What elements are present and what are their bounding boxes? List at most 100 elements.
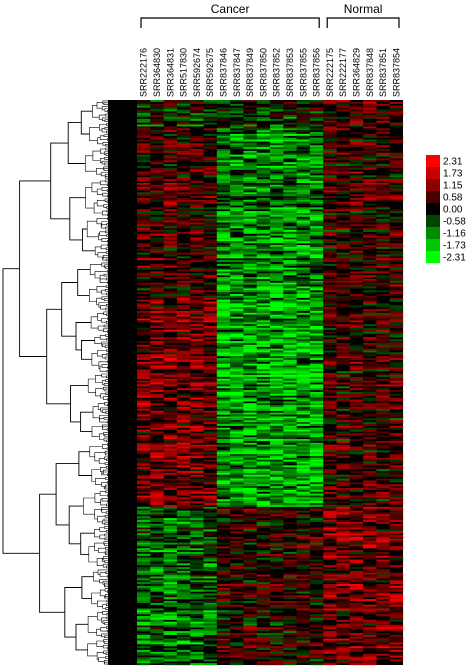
heatmap-cell bbox=[336, 646, 350, 649]
heatmap-cell bbox=[256, 448, 271, 451]
heatmap-cell bbox=[309, 186, 324, 189]
heatmap-cell bbox=[137, 553, 151, 556]
heatmap-cell bbox=[230, 177, 244, 180]
heatmap-cell bbox=[203, 525, 217, 528]
heatmap-cell bbox=[137, 286, 151, 289]
heatmap-cell bbox=[216, 324, 231, 327]
heatmap-cell bbox=[203, 602, 217, 605]
heatmap-cell bbox=[296, 139, 311, 142]
heatmap-cell bbox=[270, 627, 284, 630]
heatmap-cell bbox=[150, 376, 164, 379]
heatmap-cell bbox=[256, 627, 271, 630]
heatmap-cell bbox=[283, 423, 297, 426]
heatmap-cell bbox=[256, 322, 271, 325]
heatmap-cell bbox=[309, 337, 324, 340]
heatmap-cell bbox=[376, 316, 390, 319]
heatmap-cell bbox=[363, 354, 377, 357]
heatmap-cell bbox=[230, 226, 244, 229]
heatmap-cell bbox=[216, 410, 231, 413]
heatmap-cell bbox=[389, 516, 404, 519]
heatmap-cell bbox=[376, 318, 390, 321]
heatmap-cell bbox=[349, 512, 364, 515]
heatmap-cell bbox=[163, 576, 178, 579]
heatmap-cell bbox=[296, 553, 311, 556]
heatmap-cell bbox=[283, 365, 297, 368]
heatmap-cell bbox=[163, 631, 178, 634]
heatmap-cell bbox=[349, 246, 364, 249]
heatmap-cell bbox=[283, 371, 297, 374]
heatmap-cell bbox=[216, 135, 231, 138]
heatmap-cell bbox=[256, 173, 271, 176]
heatmap-cell bbox=[256, 369, 271, 372]
heatmap-cell bbox=[150, 207, 164, 210]
heatmap-cell bbox=[203, 576, 217, 579]
heatmap-cell bbox=[176, 455, 191, 458]
heatmap-cell bbox=[137, 457, 151, 460]
heatmap-cell bbox=[203, 128, 217, 131]
heatmap-cell bbox=[296, 406, 311, 410]
heatmap-cell bbox=[230, 433, 244, 436]
heatmap-cell bbox=[203, 440, 217, 443]
heatmap-cell bbox=[230, 486, 244, 489]
heatmap-cell bbox=[230, 408, 244, 411]
heatmap-cell bbox=[137, 292, 151, 295]
heatmap-cell bbox=[256, 111, 271, 114]
heatmap-cell bbox=[283, 299, 297, 302]
heatmap-cell bbox=[163, 612, 178, 615]
heatmap-cell bbox=[150, 544, 164, 547]
heatmap-cell bbox=[349, 487, 364, 490]
heatmap-cell bbox=[296, 399, 311, 402]
heatmap-cell bbox=[150, 329, 164, 332]
heatmap-cell bbox=[270, 130, 284, 133]
heatmap-cell bbox=[296, 128, 311, 131]
heatmap-cell bbox=[363, 312, 377, 315]
heatmap-cell bbox=[243, 179, 257, 182]
heatmap-cell bbox=[203, 627, 217, 630]
heatmap-cell bbox=[256, 335, 271, 338]
heatmap-cell bbox=[283, 636, 297, 639]
heatmap-cell bbox=[349, 427, 364, 430]
heatmap-cell bbox=[296, 659, 311, 662]
heatmap-cell bbox=[163, 358, 178, 361]
heatmap-cell bbox=[137, 382, 151, 385]
heatmap-cell bbox=[203, 207, 217, 210]
heatmap-cell bbox=[150, 109, 164, 112]
heatmap-cell bbox=[137, 229, 151, 232]
heatmap-cell bbox=[270, 243, 284, 246]
heatmap-cell bbox=[389, 512, 404, 515]
heatmap-cell bbox=[243, 439, 257, 442]
heatmap-cell bbox=[243, 126, 257, 129]
heatmap-cell bbox=[150, 358, 164, 361]
heatmap-cell bbox=[216, 412, 231, 415]
heatmap-cell bbox=[296, 369, 311, 372]
heatmap-cell bbox=[190, 365, 204, 368]
heatmap-cell bbox=[230, 167, 244, 170]
heatmap-cell bbox=[256, 433, 271, 436]
heatmap-cell bbox=[376, 243, 390, 246]
heatmap-cell bbox=[137, 120, 151, 123]
heatmap-cell bbox=[190, 420, 204, 423]
heatmap-cell bbox=[336, 109, 350, 112]
heatmap-cell bbox=[203, 459, 217, 462]
heatmap-cell bbox=[389, 164, 404, 167]
heatmap-cell bbox=[323, 152, 337, 155]
heatmap-cell bbox=[349, 663, 364, 666]
heatmap-cell bbox=[296, 188, 311, 191]
heatmap-cell bbox=[190, 312, 204, 315]
heatmap-cell bbox=[376, 599, 390, 602]
heatmap-cell bbox=[190, 651, 204, 654]
heatmap-cell bbox=[163, 365, 178, 368]
heatmap-cell bbox=[190, 207, 204, 210]
heatmap-cell bbox=[323, 241, 337, 244]
heatmap-cell bbox=[376, 374, 390, 377]
column-label: SRR837856 bbox=[312, 48, 322, 97]
heatmap-cell bbox=[270, 267, 284, 270]
heatmap-cell bbox=[176, 226, 191, 229]
heatmap-cell bbox=[243, 397, 257, 400]
heatmap-cell bbox=[230, 595, 244, 598]
heatmap-cell bbox=[363, 619, 377, 622]
heatmap-cell bbox=[163, 655, 178, 658]
heatmap-cell bbox=[270, 518, 284, 521]
heatmap-cell bbox=[283, 521, 297, 524]
heatmap-cell bbox=[256, 145, 271, 148]
